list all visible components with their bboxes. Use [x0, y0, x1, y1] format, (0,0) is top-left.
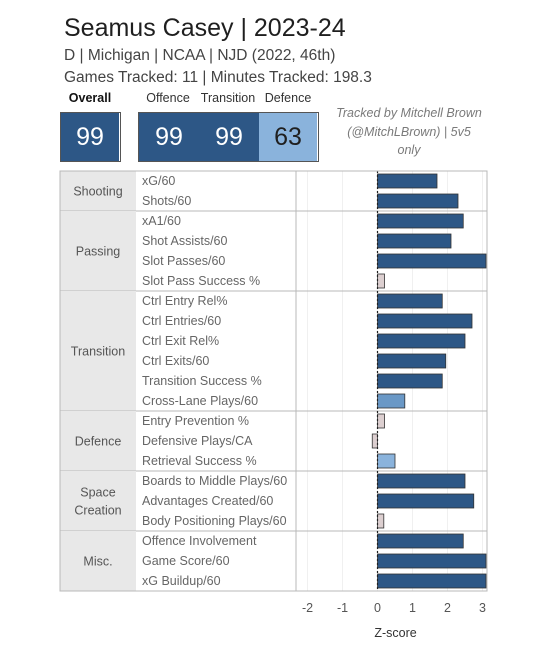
bar	[377, 393, 406, 409]
metric-label: Ctrl Entries/60	[142, 314, 221, 328]
category-label: Space	[80, 486, 115, 500]
category-cell	[60, 411, 136, 471]
x-tick-label: -1	[337, 601, 348, 615]
metric-label: Game Score/60	[142, 554, 230, 568]
bar	[377, 273, 385, 289]
tracked-by-line-1: Tracked by Mitchell Brown	[336, 106, 482, 120]
category-label: Shooting	[73, 185, 122, 199]
bar	[377, 173, 438, 189]
transition-label: Transition	[200, 91, 256, 105]
bar	[371, 433, 378, 449]
metric-label: Body Positioning Plays/60	[142, 514, 287, 528]
overall-frame	[60, 112, 121, 162]
transition-score: 99	[199, 113, 259, 161]
metric-label: xG/60	[142, 174, 175, 188]
metric-label: xG Buildup/60	[142, 574, 221, 588]
bar	[377, 293, 443, 309]
bar	[377, 493, 475, 509]
bar	[377, 553, 487, 569]
metric-label: Ctrl Entry Rel%	[142, 294, 227, 308]
metric-label: Slot Pass Success %	[142, 274, 260, 288]
bar	[377, 313, 473, 329]
x-tick-label: 3	[479, 601, 486, 615]
metric-label: Shots/60	[142, 194, 191, 208]
sub-scores-frame	[138, 112, 319, 162]
category-label: Misc.	[83, 555, 112, 569]
tracked-by-line-2: (@MitchLBrown) | 5v5	[347, 124, 471, 139]
bar	[377, 413, 385, 429]
category-label: Passing	[76, 245, 121, 259]
chart-title: Seamus Casey | 2023-24	[64, 14, 346, 42]
category-cell	[60, 171, 136, 211]
bar	[377, 193, 459, 209]
metric-label: Cross-Lane Plays/60	[142, 394, 258, 408]
category-cell	[60, 211, 136, 291]
bar	[377, 533, 464, 549]
metric-label: Slot Passes/60	[142, 254, 225, 268]
category-label: Creation	[74, 504, 121, 518]
x-tick-label: 2	[444, 601, 451, 615]
metric-label: Entry Prevention %	[142, 414, 249, 428]
bar	[377, 333, 466, 349]
metric-label: Advantages Created/60	[142, 494, 273, 508]
overall-label: Overall	[68, 91, 112, 105]
category-label: Defence	[75, 435, 122, 449]
metric-label: Ctrl Exit Rel%	[142, 334, 219, 348]
bar	[377, 353, 447, 369]
tracked-by-line-3: only	[397, 143, 421, 157]
x-tick-label: 1	[409, 601, 416, 615]
bar	[377, 253, 487, 269]
offence-label: Offence	[146, 91, 190, 105]
bar	[377, 453, 396, 469]
table-frame	[59, 170, 488, 592]
category-cell	[60, 291, 136, 411]
bar	[377, 473, 466, 489]
defence-score: 63	[259, 113, 317, 161]
metric-label: Transition Success %	[142, 374, 262, 388]
metric-label: Shot Assists/60	[142, 234, 228, 248]
x-tick-label: -2	[302, 601, 313, 615]
category-cell	[60, 471, 136, 531]
bar	[377, 233, 452, 249]
metric-label: Boards to Middle Plays/60	[142, 474, 287, 488]
bar	[377, 213, 464, 229]
metric-label: xA1/60	[142, 214, 181, 228]
metric-label: Retrieval Success %	[142, 454, 257, 468]
games-tracked: Games Tracked: 11 | Minutes Tracked: 198…	[64, 69, 372, 86]
bar	[377, 513, 385, 529]
category-label: Transition	[71, 345, 125, 359]
metric-label: Defensive Plays/CA	[142, 434, 253, 448]
defence-label: Defence	[264, 91, 312, 105]
metric-label: Offence Involvement	[142, 534, 257, 548]
offence-score: 99	[139, 113, 199, 161]
overall-score: 99	[61, 113, 119, 161]
tracked-by-note: Tracked by Mitchell Brown (@MitchLBrown)…	[328, 104, 490, 160]
player-subtitle: D | Michigan | NCAA | NJD (2022, 46th)	[64, 47, 336, 64]
category-cell	[60, 531, 136, 591]
x-tick-label: 0	[374, 601, 381, 615]
x-axis-title: Z-score	[374, 626, 416, 640]
bar	[377, 573, 487, 589]
bar	[377, 373, 443, 389]
metric-label: Ctrl Exits/60	[142, 354, 209, 368]
